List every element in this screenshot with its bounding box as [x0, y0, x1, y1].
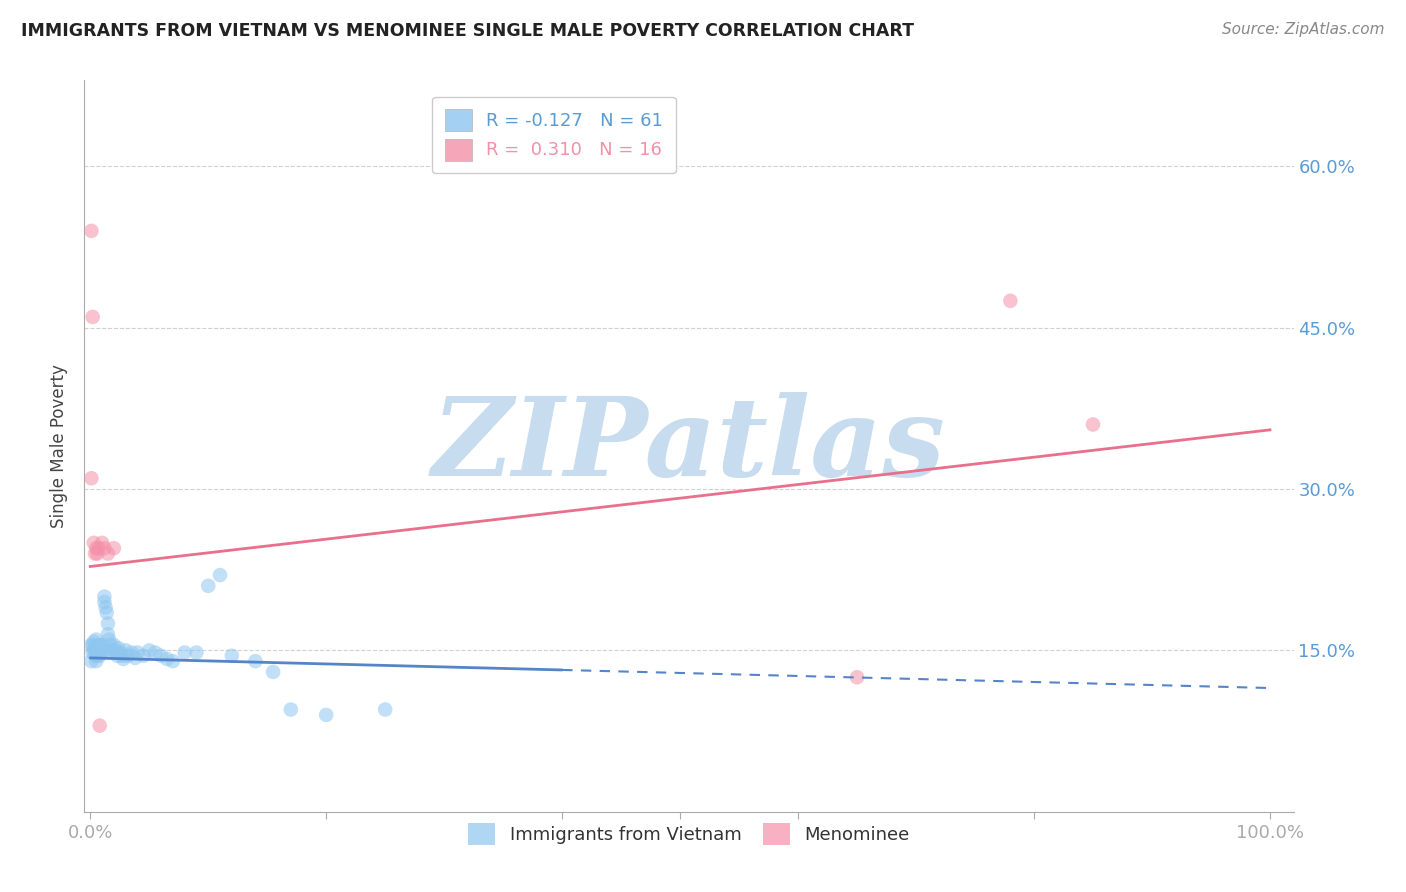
Point	[83, 643, 105, 657]
Point	[114, 643, 136, 657]
Point	[82, 310, 104, 324]
Point	[138, 643, 160, 657]
Point	[103, 638, 125, 652]
Point	[84, 632, 107, 647]
Point	[374, 702, 396, 716]
Point	[87, 638, 110, 652]
Point	[197, 579, 219, 593]
Point	[86, 648, 108, 663]
Point	[91, 536, 114, 550]
Point	[80, 654, 103, 668]
Text: IMMIGRANTS FROM VIETNAM VS MENOMINEE SINGLE MALE POVERTY CORRELATION CHART: IMMIGRANTS FROM VIETNAM VS MENOMINEE SIN…	[21, 22, 914, 40]
Point	[91, 638, 114, 652]
Point	[86, 547, 108, 561]
Point	[97, 627, 120, 641]
Text: ZIPatlas: ZIPatlas	[432, 392, 946, 500]
Point	[105, 648, 128, 663]
Point	[108, 646, 131, 660]
Point	[84, 641, 107, 656]
Point	[162, 654, 184, 668]
Point	[80, 638, 103, 652]
Point	[84, 654, 107, 668]
Point	[93, 590, 115, 604]
Point	[83, 634, 105, 648]
Point	[112, 652, 135, 666]
Text: Source: ZipAtlas.com: Source: ZipAtlas.com	[1222, 22, 1385, 37]
Point	[100, 643, 122, 657]
Point	[127, 646, 149, 660]
Point	[90, 638, 112, 652]
Point	[84, 648, 107, 663]
Point	[94, 600, 117, 615]
Point	[97, 616, 120, 631]
Y-axis label: Single Male Poverty: Single Male Poverty	[51, 364, 69, 528]
Point	[84, 547, 107, 561]
Point	[173, 646, 195, 660]
Point	[90, 646, 112, 660]
Point	[208, 568, 231, 582]
Point	[80, 224, 103, 238]
Point	[245, 654, 267, 668]
Point	[87, 541, 110, 556]
Point	[156, 652, 179, 666]
Point	[121, 646, 143, 660]
Point	[84, 646, 107, 660]
Point	[87, 646, 110, 660]
Point	[124, 651, 146, 665]
Point	[80, 471, 103, 485]
Point	[91, 646, 114, 660]
Point	[84, 541, 107, 556]
Point	[280, 702, 302, 716]
Point	[150, 648, 173, 663]
Point	[117, 648, 139, 663]
Point	[89, 648, 111, 663]
Point	[186, 646, 208, 660]
Point	[91, 643, 114, 657]
Point	[82, 646, 104, 660]
Point	[96, 606, 118, 620]
Point	[1000, 293, 1022, 308]
Point	[101, 646, 124, 660]
Point	[97, 547, 120, 561]
Point	[93, 595, 115, 609]
Point	[107, 641, 129, 656]
Point	[83, 536, 105, 550]
Point	[104, 643, 127, 657]
Point	[98, 632, 121, 647]
Point	[221, 648, 243, 663]
Point	[105, 646, 128, 660]
Point	[846, 670, 869, 684]
Point	[143, 646, 166, 660]
Point	[86, 641, 108, 656]
Point	[1081, 417, 1104, 432]
Point	[98, 638, 121, 652]
Point	[132, 648, 155, 663]
Legend: Immigrants from Vietnam, Menominee: Immigrants from Vietnam, Menominee	[458, 814, 920, 854]
Point	[103, 541, 125, 556]
Point	[262, 665, 284, 679]
Point	[93, 541, 115, 556]
Point	[315, 707, 337, 722]
Point	[82, 638, 104, 652]
Point	[89, 719, 111, 733]
Point	[89, 643, 111, 657]
Point	[111, 648, 134, 663]
